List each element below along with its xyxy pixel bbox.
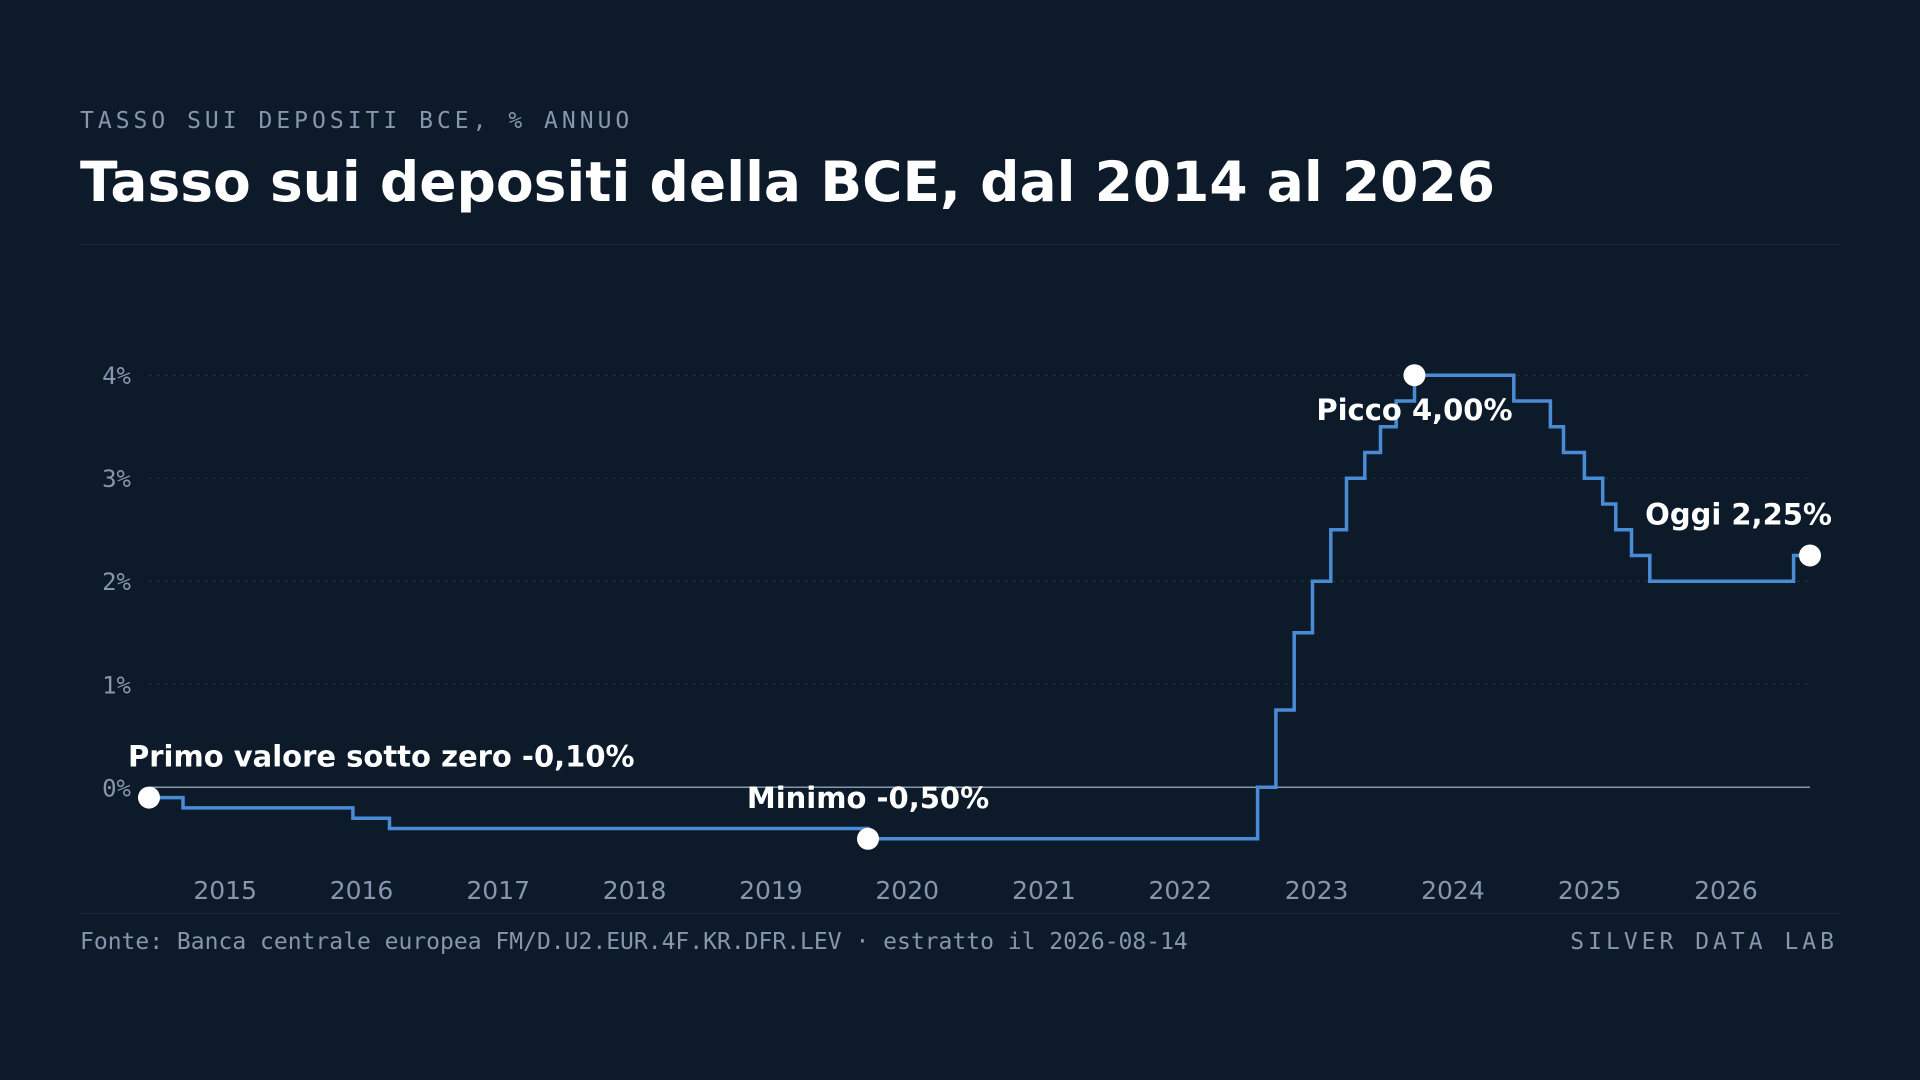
annotation-layer: Primo valore sotto zero -0,10% Minimo -0,… [128,364,1832,850]
x-axis-labels: 2015 2016 2017 2018 2019 2020 2021 2022 2023 2024… [193,876,1757,905]
footer-divider [80,913,1840,914]
x-tick-label: 2016 [330,876,394,905]
annotation-marker [1403,364,1426,387]
x-tick-label: 2021 [1012,876,1076,905]
x-tick-label: 2024 [1421,876,1485,905]
annotation-marker [138,786,160,809]
annotation-marker [857,827,880,850]
y-tick-label: 1% [102,671,131,699]
x-tick-label: 2022 [1148,876,1212,905]
y-tick-label: 2% [102,568,131,596]
y-tick-label: 4% [102,362,131,390]
annotation-marker [1799,544,1821,567]
x-tick-label: 2019 [739,876,803,905]
x-tick-label: 2018 [603,876,667,905]
annotation-label: Oggi 2,25% [1645,497,1832,531]
y-axis-labels: 0% 1% 2% 3% 4% [102,362,131,802]
y-tick-label: 3% [102,465,131,493]
chart-eyebrow: TASSO SUI DEPOSITI BCE, % ANNUO [80,108,634,134]
annotation-label: Picco 4,00% [1316,393,1512,427]
x-tick-label: 2017 [466,876,530,905]
grid-layer [149,374,1810,789]
header-divider [80,244,1840,245]
x-tick-label: 2023 [1285,876,1349,905]
y-tick-label: 0% [102,774,131,802]
brand-label: SILVER DATA LAB [1570,929,1838,955]
x-tick-label: 2015 [193,876,257,905]
chart-title: Tasso sui depositi della BCE, dal 2014 a… [80,150,1495,214]
annotation-label: Primo valore sotto zero -0,10% [128,740,635,774]
x-tick-label: 2020 [875,876,939,905]
x-tick-label: 2025 [1558,876,1622,905]
x-tick-label: 2026 [1694,876,1758,905]
annotation-label: Minimo -0,50% [747,781,989,815]
source-note: Fonte: Banca centrale europea FM/D.U2.EU… [80,929,1188,955]
